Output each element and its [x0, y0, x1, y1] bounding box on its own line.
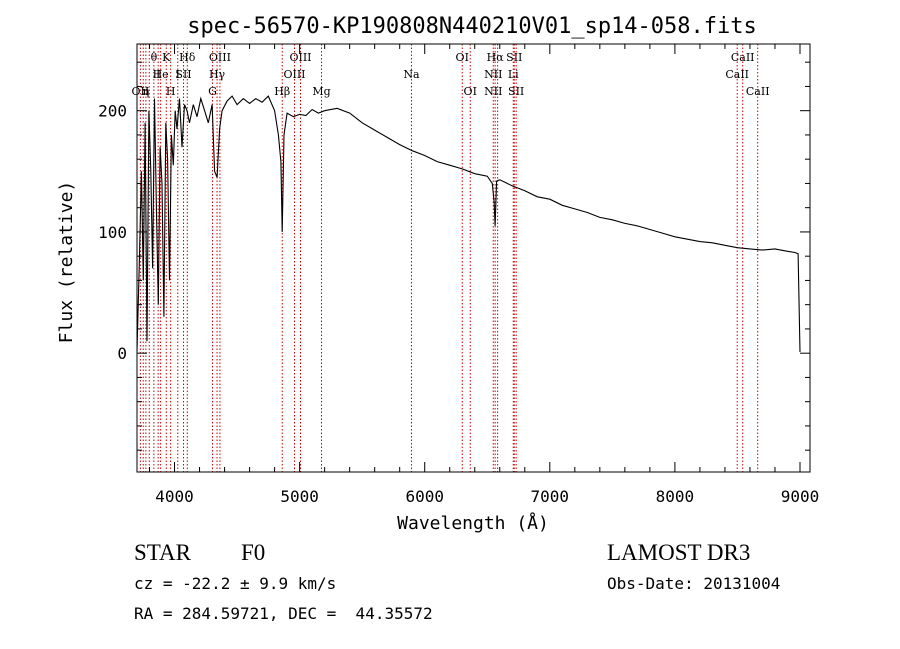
x-axis: 4000 5000 6000 7000 8000 9000	[149, 44, 820, 506]
line-marker-label: SII	[506, 51, 522, 64]
redshift-cz: cz = -22.2 ± 9.9 km/s	[134, 574, 337, 593]
y-tick-label: 0	[117, 344, 127, 363]
line-markers	[139, 44, 759, 472]
line-marker-label: SII	[175, 68, 191, 81]
line-marker-label: η	[143, 85, 150, 98]
line-marker-label: OIII	[209, 51, 231, 64]
line-marker-label: Mg	[312, 85, 330, 98]
x-tick-label: 5000	[280, 487, 319, 506]
line-marker-label: OI	[456, 51, 469, 64]
object-subclass: F0	[241, 540, 266, 565]
x-tick-label: 7000	[531, 487, 570, 506]
y-tick-label: 100	[98, 223, 127, 242]
x-tick-label: 9000	[781, 487, 820, 506]
line-marker-label: OII	[132, 85, 150, 98]
line-marker-label: OIII	[283, 68, 305, 81]
line-marker-label: θ	[151, 51, 158, 64]
spectrum-chart: spec-56570-KP190808N440210V01_sp14-058.f…	[56, 14, 820, 534]
observation-date: Obs-Date: 20131004	[607, 574, 781, 593]
chart-title: spec-56570-KP190808N440210V01_sp14-058.f…	[187, 14, 757, 39]
line-marker-label: CaII	[746, 85, 770, 98]
line-marker-label: OIII	[289, 51, 311, 64]
line-marker-labels: OIIηθIHeKHISIIHδGHγOIIIHβOIIIOIIIMgNaOIO…	[132, 51, 770, 98]
line-marker-label: NII	[484, 68, 502, 81]
line-marker-label: I	[176, 68, 180, 81]
y-axis-label: Flux (relative)	[56, 181, 77, 344]
ra-dec-coordinates: RA = 284.59721, DEC = 44.35572	[134, 604, 433, 623]
object-class: STAR	[134, 540, 191, 565]
line-marker-label: He	[153, 68, 169, 81]
line-marker-label: K	[162, 51, 171, 64]
survey-name: LAMOST DR3	[607, 540, 751, 565]
line-marker-label: CaII	[725, 68, 749, 81]
plot-frame	[136, 43, 811, 473]
x-tick-label: 6000	[405, 487, 444, 506]
line-marker-label: H	[166, 85, 176, 98]
line-marker-label: Li	[508, 68, 519, 81]
line-marker-label: Hδ	[179, 51, 196, 64]
line-marker-label: SII	[508, 85, 524, 98]
line-marker-label: Hγ	[209, 68, 226, 81]
line-marker-label: I	[156, 68, 160, 81]
spectrum-line	[136, 95, 801, 353]
x-tick-label: 4000	[155, 487, 194, 506]
line-marker-label: Hα	[487, 51, 505, 64]
x-tick-label: 8000	[656, 487, 695, 506]
line-marker-label: Hβ	[274, 85, 290, 98]
line-marker-label: NII	[484, 85, 502, 98]
line-marker-label: OI	[464, 85, 477, 98]
x-axis-label: Wavelength (Å)	[397, 512, 549, 534]
y-axis: 0 100 200	[98, 61, 810, 451]
line-marker-label: Na	[403, 68, 420, 81]
line-marker-label: G	[208, 85, 217, 98]
line-marker-label: CaII	[731, 51, 755, 64]
y-tick-label: 200	[98, 102, 127, 121]
